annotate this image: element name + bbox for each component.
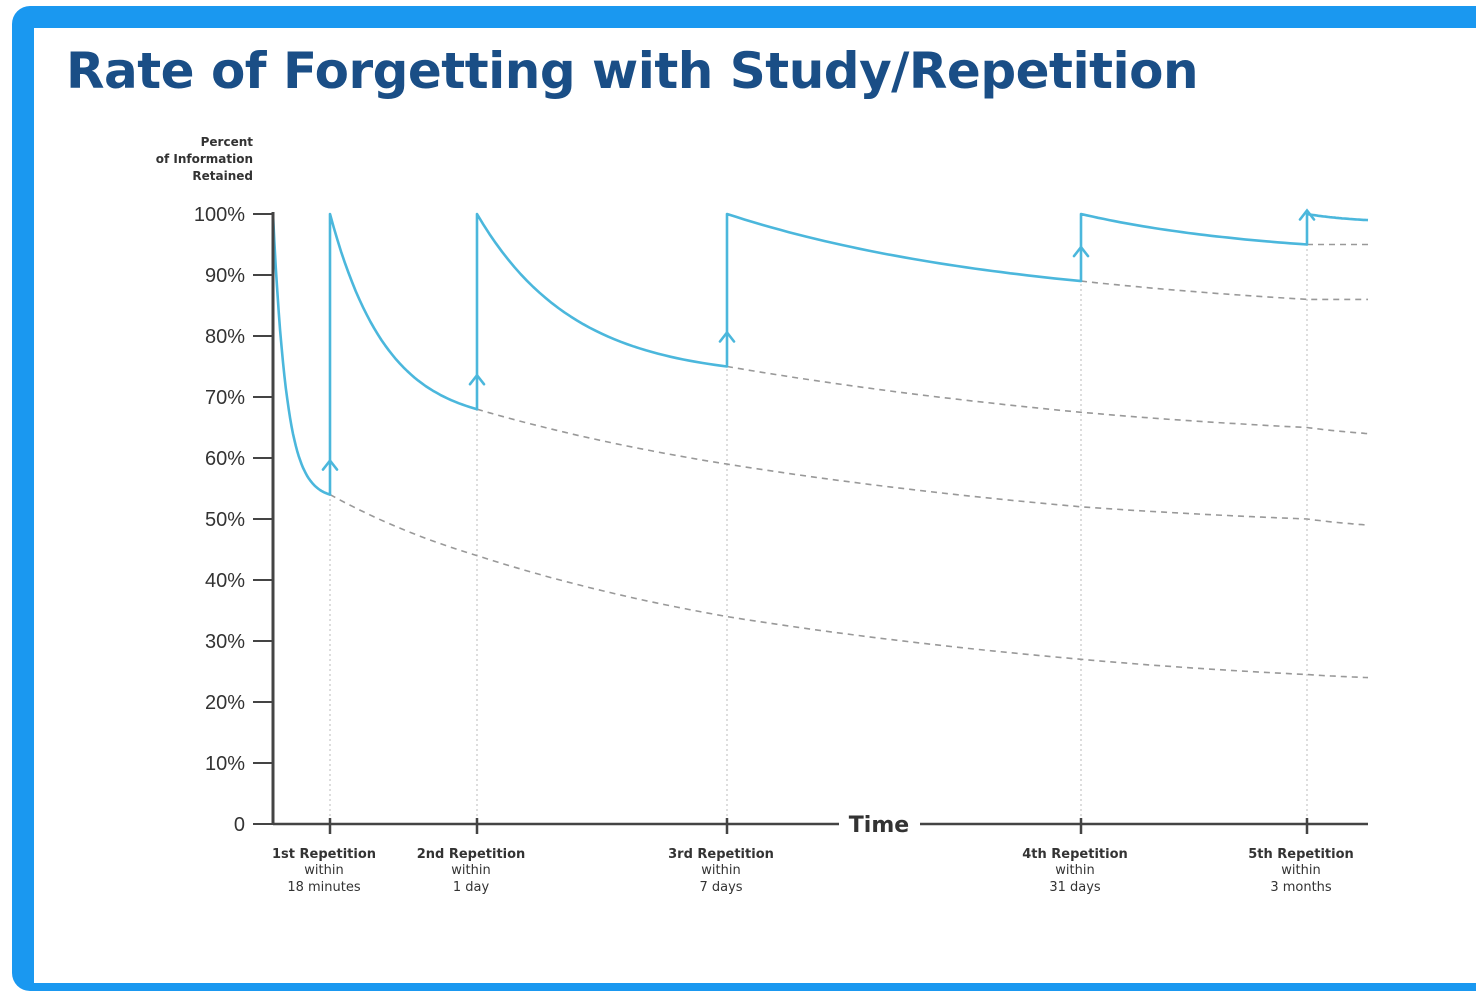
x-tick-label-within: within: [1281, 863, 1320, 878]
repetition-arrow-icon: [468, 373, 486, 386]
x-tick-label-interval: 1 day: [453, 880, 490, 895]
forgetting-curve-dashed-4: [1080, 280, 1368, 301]
forgetting-curve-dashed-1: [329, 493, 1369, 679]
x-tick-label-repetition: 4th Repetition: [1022, 847, 1128, 862]
y-axis-title-line: Retained: [192, 169, 253, 183]
x-tick-label-repetition: 5th Repetition: [1248, 847, 1354, 862]
repetition-arrows: [321, 208, 1316, 471]
repetition-arrow-icon: [1298, 208, 1316, 221]
forgetting-curve-dashed-2: [476, 408, 1369, 526]
chart-panel: Rate of Forgetting with Study/Repetition…: [34, 28, 1476, 983]
repetition-arrow-icon: [321, 458, 339, 471]
y-tick-label: 90%: [205, 265, 245, 287]
y-axis-title-line: of Information: [156, 152, 253, 166]
repetition-arrow-icon: [718, 330, 736, 343]
x-tick-label-repetition: 3rd Repetition: [668, 847, 774, 862]
y-tick-label: 0: [234, 814, 245, 836]
y-axis-title-line: Percent: [201, 135, 254, 149]
forgetting-curve-dashed-3: [726, 365, 1369, 435]
y-tick-labels: 0 10% 20% 30% 40% 50% 60% 70% 80% 90% 100%: [194, 204, 273, 836]
x-tick-label-repetition: 1st Repetition: [272, 847, 376, 862]
y-tick-label: 40%: [205, 570, 245, 592]
y-tick-label: 20%: [205, 692, 245, 714]
x-tick-label-within: within: [1055, 863, 1094, 878]
y-tick-label: 80%: [205, 326, 245, 348]
x-tick-label-within: within: [304, 863, 343, 878]
y-tick-label: 70%: [205, 387, 245, 409]
y-tick-label: 100%: [194, 204, 245, 226]
x-tick-label-within: within: [451, 863, 490, 878]
chart-title: Rate of Forgetting with Study/Repetition: [66, 42, 1199, 100]
repetition-arrow-icon: [1072, 244, 1090, 258]
x-tick-label-repetition: 2nd Repetition: [417, 847, 526, 862]
forgetting-curve-chart: Percent of Information Retained Time 0 10% 2…: [156, 135, 1369, 895]
x-tick-label-interval: 18 minutes: [287, 880, 361, 895]
y-tick-label: 60%: [205, 448, 245, 470]
axes: Time: [271, 212, 1368, 838]
chart-frame: Rate of Forgetting with Study/Repetition…: [12, 6, 1476, 991]
x-tick-label-interval: 3 months: [1270, 880, 1332, 895]
y-tick-label: 30%: [205, 631, 245, 653]
x-axis-title: Time: [849, 813, 909, 838]
x-tick-label-interval: 31 days: [1049, 880, 1101, 895]
y-tick-label: 50%: [205, 509, 245, 531]
retention-curve-with-repetition: [271, 212, 1369, 496]
y-axis-title: Percent of Information Retained: [156, 135, 254, 183]
x-tick-label-interval: 7 days: [699, 880, 742, 895]
y-tick-label: 10%: [205, 753, 245, 775]
x-tick-label-within: within: [701, 863, 740, 878]
forgetting-curves-without-repetition: [329, 243, 1369, 679]
retention-curve-line: [271, 212, 1369, 496]
